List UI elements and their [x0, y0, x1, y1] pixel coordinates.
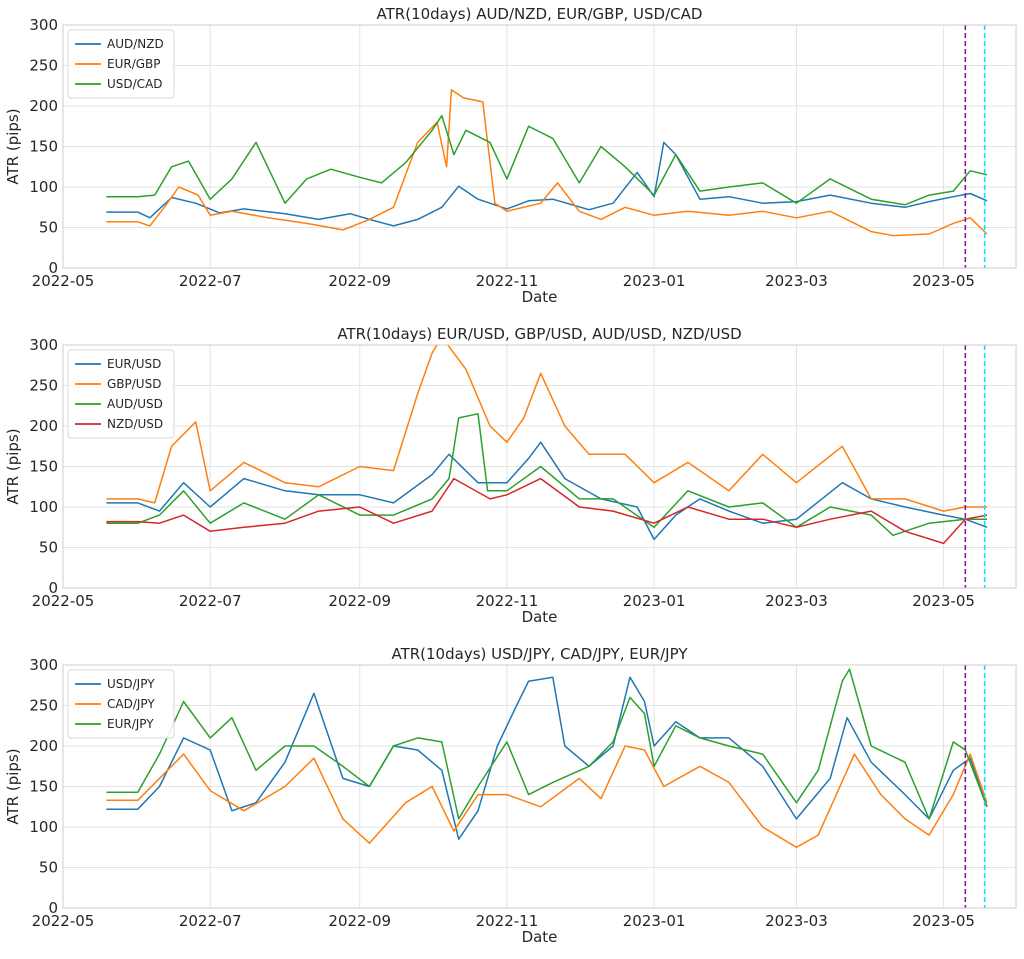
y-axis-label: ATR (pips) [4, 108, 22, 184]
legend-entry: CAD/JPY [107, 697, 155, 711]
series-line [106, 477, 988, 545]
legend-entry: AUD/USD [107, 397, 163, 411]
y-tick-label: 300 [29, 656, 58, 674]
y-axis-label: ATR (pips) [4, 748, 22, 824]
legend-entry: EUR/GBP [107, 57, 161, 71]
y-tick-label: 150 [29, 138, 58, 156]
series-line [106, 345, 987, 512]
chart-title: ATR(10days) AUD/NZD, EUR/GBP, USD/CAD [377, 5, 703, 23]
legend-entry: EUR/JPY [107, 717, 154, 731]
chart-3: 0 50 100 150 200 250 300 2022-05 2022-07 2022-09 2… [4, 645, 1017, 946]
x-axis-label: Date [522, 288, 558, 306]
y-tick-label: 0 [48, 899, 58, 917]
y-tick-label: 100 [29, 818, 58, 836]
plot-frame [62, 664, 1017, 909]
x-tick-label: 2022-07 [179, 592, 242, 610]
x-tick-label: 2023-01 [623, 912, 686, 930]
y-tick-label: 150 [29, 458, 58, 476]
series-line [106, 676, 988, 840]
y-tick-label: 50 [39, 859, 58, 877]
y-tick-label: 0 [48, 579, 58, 597]
x-tick-label: 2022-11 [476, 912, 539, 930]
chart-1: 0 50 100 150 200 250 300 2022-05 2022-07 2022-09 2… [4, 5, 1017, 306]
chart-title: ATR(10days) EUR/USD, GBP/USD, AUD/USD, N… [337, 325, 741, 343]
plot-frame [62, 344, 1017, 589]
y-tick-label: 200 [29, 417, 58, 435]
x-tick-label: 2022-11 [476, 592, 539, 610]
y-tick-label: 300 [29, 336, 58, 354]
legend-entry: GBP/USD [107, 377, 161, 391]
y-tick-label: 150 [29, 778, 58, 796]
x-tick-label: 2022-11 [476, 272, 539, 290]
series-line [106, 668, 988, 820]
x-tick-label: 2023-03 [765, 272, 828, 290]
legend: USD/JPY CAD/JPY EUR/JPY [67, 669, 175, 739]
y-axis-label: ATR (pips) [4, 428, 22, 504]
y-tick-label: 200 [29, 737, 58, 755]
x-tick-label: 2023-01 [623, 272, 686, 290]
y-tick-label: 50 [39, 539, 58, 557]
chart-title: ATR(10days) USD/JPY, CAD/JPY, EUR/JPY [391, 645, 688, 663]
y-tick-label: 250 [29, 57, 58, 75]
series-line [106, 141, 988, 227]
series-line [106, 114, 988, 206]
legend-entry: EUR/USD [107, 357, 161, 371]
series-line [106, 89, 988, 237]
legend-box [67, 349, 175, 439]
chart-2: 0 50 100 150 200 250 300 2022-05 2022-07 2022-09 2… [4, 325, 1017, 626]
legend-entry: USD/JPY [107, 677, 155, 691]
x-tick-label: 2022-07 [179, 912, 242, 930]
legend-box [67, 29, 175, 99]
legend-entry: USD/CAD [107, 77, 163, 91]
plot-frame [62, 24, 1017, 269]
x-axis-label: Date [522, 928, 558, 946]
y-tick-label: 200 [29, 97, 58, 115]
x-tick-label: 2023-03 [765, 912, 828, 930]
x-tick-label: 2022-05 [32, 272, 95, 290]
legend-entry: AUD/NZD [107, 37, 164, 51]
series-line [106, 745, 988, 849]
x-tick-label: 2022-05 [32, 912, 95, 930]
legend-entry: NZD/USD [107, 417, 163, 431]
legend-box [67, 669, 175, 739]
y-tick-label: 250 [29, 377, 58, 395]
series-line [106, 441, 988, 541]
y-tick-label: 250 [29, 697, 58, 715]
y-tick-label: 0 [48, 259, 58, 277]
x-tick-label: 2022-05 [32, 592, 95, 610]
x-tick-label: 2022-09 [328, 912, 391, 930]
y-tick-label: 100 [29, 178, 58, 196]
legend: EUR/USD GBP/USD AUD/USD NZD/USD [67, 349, 175, 439]
x-axis-label: Date [522, 608, 558, 626]
x-tick-label: 2023-05 [912, 272, 975, 290]
legend: AUD/NZD EUR/GBP USD/CAD [67, 29, 175, 99]
x-tick-label: 2023-05 [912, 912, 975, 930]
x-tick-label: 2023-05 [912, 592, 975, 610]
y-tick-label: 300 [29, 16, 58, 34]
x-tick-label: 2022-07 [179, 272, 242, 290]
y-tick-label: 50 [39, 219, 58, 237]
series-line [106, 413, 987, 537]
y-tick-label: 100 [29, 498, 58, 516]
x-tick-label: 2023-01 [623, 592, 686, 610]
x-tick-label: 2022-09 [328, 272, 391, 290]
x-tick-label: 2023-03 [765, 592, 828, 610]
x-tick-label: 2022-09 [328, 592, 391, 610]
